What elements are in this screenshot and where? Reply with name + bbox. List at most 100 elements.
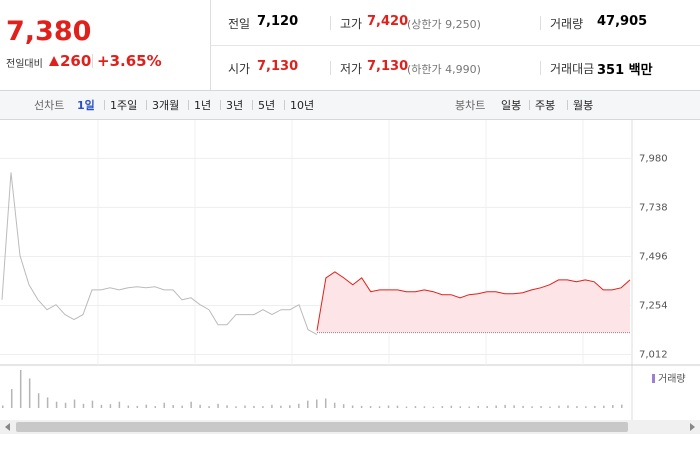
stat-label: 시가 [228, 62, 251, 76]
divider [330, 16, 331, 30]
volume-bar [244, 405, 246, 408]
divider [540, 16, 541, 30]
divider [529, 100, 530, 110]
volume-bar [342, 404, 345, 408]
stat-value: 7,130 [367, 59, 409, 74]
volume-bar [504, 404, 506, 408]
period-tab[interactable]: 5년 [258, 99, 276, 112]
volume-bar [387, 405, 390, 408]
period-tab[interactable]: 1일 [77, 99, 95, 112]
up-arrow [49, 56, 59, 66]
volume-bar [603, 405, 605, 408]
volume-bar [459, 406, 462, 408]
y-tick-label: 7,496 [639, 251, 668, 262]
volume-bar [307, 400, 309, 408]
volume-bar [91, 400, 94, 408]
volume-bar [289, 405, 291, 408]
stat-label: 거래량 [550, 17, 584, 31]
volume-bar [423, 406, 426, 408]
legend-label: 거래량 [658, 373, 686, 385]
volume-bar [477, 405, 479, 408]
y-tick-label: 7,980 [639, 153, 668, 164]
volume-bar [199, 404, 201, 408]
volume-bar [441, 406, 444, 408]
volume-bar [316, 399, 318, 408]
stat-label: 거래대금 [550, 62, 595, 76]
tab-label: 봉차트 [455, 99, 486, 112]
divider [540, 61, 541, 75]
divider [210, 45, 700, 46]
volume-bar [163, 402, 165, 408]
candle-tab[interactable]: 일봉 [501, 99, 522, 112]
volume-bar [136, 405, 139, 408]
volume-bar [82, 403, 85, 408]
volume-bar [531, 406, 533, 408]
volume-bar [576, 406, 578, 408]
volume-bar [333, 402, 336, 408]
divider [220, 100, 221, 110]
y-tick-label: 7,254 [639, 300, 668, 311]
volume-bar [145, 404, 148, 408]
volume-bar [154, 406, 157, 408]
period-tab[interactable]: 3개월 [152, 99, 180, 112]
volume-bar [280, 405, 282, 408]
volume-bar [127, 405, 130, 408]
volume-bar [217, 403, 219, 408]
volume-bar [558, 405, 560, 408]
stat-note: (하한가 4,990) [407, 63, 481, 76]
volume-bar [522, 405, 524, 408]
period-tab[interactable]: 1년 [194, 99, 212, 112]
volume-bar [540, 406, 542, 408]
volume-bar [432, 406, 435, 408]
volume-bar [28, 378, 31, 408]
candle-tab[interactable]: 월봉 [573, 99, 594, 112]
volume-bar [19, 370, 22, 408]
divider [146, 100, 147, 110]
volume-bar [298, 403, 300, 408]
volume-bar [360, 405, 363, 408]
volume-bar [100, 404, 103, 408]
stat-label: 고가 [340, 17, 363, 31]
volume-bar [208, 406, 210, 408]
volume-bar [2, 405, 4, 408]
volume-bar [46, 397, 49, 408]
volume-bar [324, 398, 327, 408]
candle-tab[interactable]: 주봉 [535, 99, 556, 112]
stat-label: 전일 [228, 17, 251, 31]
volume-bar [190, 401, 192, 408]
volume-bar [37, 393, 40, 408]
volume-bar [414, 406, 417, 408]
volume-bar [226, 405, 228, 408]
volume-bar [10, 389, 13, 408]
divider [252, 100, 253, 110]
volume-bar [396, 405, 399, 408]
stat-label: 저가 [340, 62, 363, 76]
y-tick-label: 7,738 [639, 202, 668, 213]
volume-bar [495, 405, 497, 408]
volume-bar [405, 406, 408, 408]
volume-bar [450, 405, 453, 408]
volume-bar [378, 406, 381, 408]
change-pct: +3.65% [97, 52, 162, 70]
period-tab[interactable]: 10년 [290, 99, 315, 112]
volume-bar [594, 405, 596, 408]
divider [188, 100, 189, 110]
price-line [316, 271, 631, 331]
volume-bar [235, 406, 237, 408]
divider [567, 100, 568, 110]
y-tick-label: 7,012 [639, 349, 668, 360]
legend-swatch [652, 374, 655, 383]
volume-bar [513, 405, 515, 408]
period-tab[interactable]: 1주일 [110, 99, 138, 112]
change: 260 [60, 52, 92, 70]
volume-bar [549, 406, 551, 408]
period-tab[interactable]: 3년 [226, 99, 244, 112]
stat-value: 7,420 [367, 14, 409, 29]
volume-bar [351, 405, 354, 408]
scroll-left [5, 423, 10, 431]
volume-bar [585, 406, 587, 408]
volume-bar [567, 405, 569, 408]
tab-label: 선차트 [34, 99, 65, 112]
divider [330, 61, 331, 75]
